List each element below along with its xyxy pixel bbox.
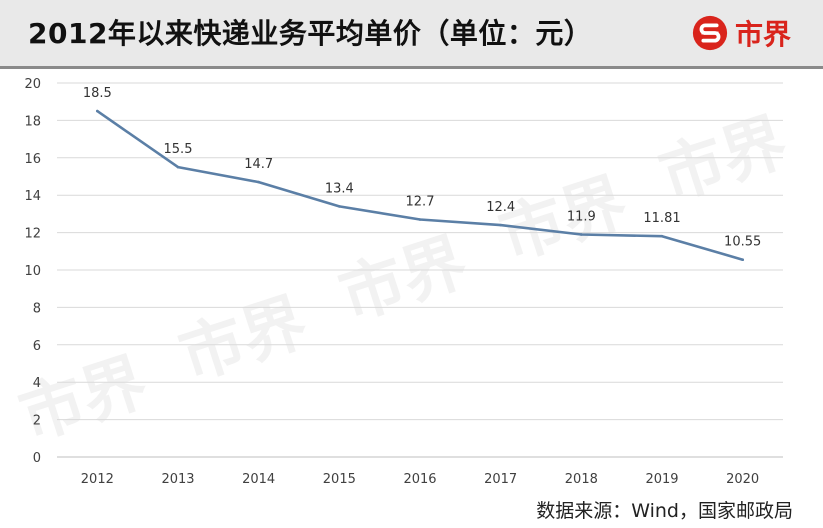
y-axis-ticks: 0 2 4 6 8 10 12 14 16 18 20 [24, 77, 41, 466]
x-tick-label: 2018 [565, 472, 598, 487]
data-point [660, 234, 664, 238]
header-bar: 2012年以来快递业务平均单价（单位：元） 市界 [0, 0, 823, 66]
data-label: 11.81 [643, 211, 680, 226]
x-tick-label: 2017 [484, 472, 517, 487]
watermark-text: 市界 [651, 105, 796, 215]
x-tick-label: 2015 [323, 472, 356, 487]
gridlines [57, 82, 783, 458]
data-label: 12.4 [486, 200, 515, 215]
brand-emblem-icon [692, 15, 728, 51]
data-labels: 18.5 15.5 14.7 13.4 12.7 12.4 11.9 11.81 10.55 [83, 86, 761, 250]
watermark-text: 市界 [11, 345, 156, 455]
data-label: 10.55 [724, 235, 761, 250]
data-point [580, 233, 583, 236]
y-tick-label: 0 [33, 451, 41, 466]
data-point [257, 180, 260, 184]
y-tick-label: 12 [24, 227, 41, 242]
x-tick-label: 2016 [403, 472, 436, 487]
data-point [499, 223, 502, 227]
brand-name: 市界 [734, 18, 791, 51]
y-tick-label: 20 [24, 77, 41, 92]
x-axis-ticks: 2012 2013 2014 2015 2016 2017 2018 2019 2020 [81, 472, 759, 487]
data-label: 11.9 [567, 209, 596, 224]
x-tick-label: 2020 [726, 472, 759, 487]
data-label: 13.4 [325, 181, 354, 196]
data-label: 15.5 [164, 142, 193, 157]
x-tick-label: 2013 [161, 472, 194, 487]
data-point [96, 109, 99, 113]
watermark-text: 市界 [331, 225, 476, 335]
data-point [418, 218, 422, 221]
y-tick-label: 10 [24, 264, 41, 279]
brand-logo: 市界 [691, 12, 791, 54]
watermark-text: 市界 [491, 165, 636, 275]
y-tick-label: 8 [33, 301, 41, 316]
data-point [338, 205, 341, 208]
series-line-layer [96, 109, 745, 262]
data-label: 12.7 [406, 195, 435, 210]
source-note: 数据来源：Wind，国家邮政局 [536, 500, 793, 522]
y-tick-label: 6 [33, 339, 41, 354]
x-tick-label: 2012 [81, 472, 114, 487]
y-tick-label: 4 [33, 376, 41, 391]
data-label: 18.5 [83, 86, 112, 101]
x-tick-label: 2019 [645, 472, 678, 487]
watermark-text: 市界 [171, 285, 316, 395]
data-point [741, 258, 744, 262]
y-tick-label: 2 [33, 414, 41, 429]
data-label: 14.7 [244, 157, 273, 172]
y-tick-label: 14 [24, 189, 41, 204]
chart-title: 2012年以来快递业务平均单价（单位：元） [28, 17, 593, 50]
header-divider [0, 66, 823, 69]
y-tick-label: 16 [24, 152, 41, 167]
y-tick-label: 18 [24, 114, 41, 129]
data-point [176, 165, 180, 169]
x-tick-label: 2014 [242, 472, 275, 487]
